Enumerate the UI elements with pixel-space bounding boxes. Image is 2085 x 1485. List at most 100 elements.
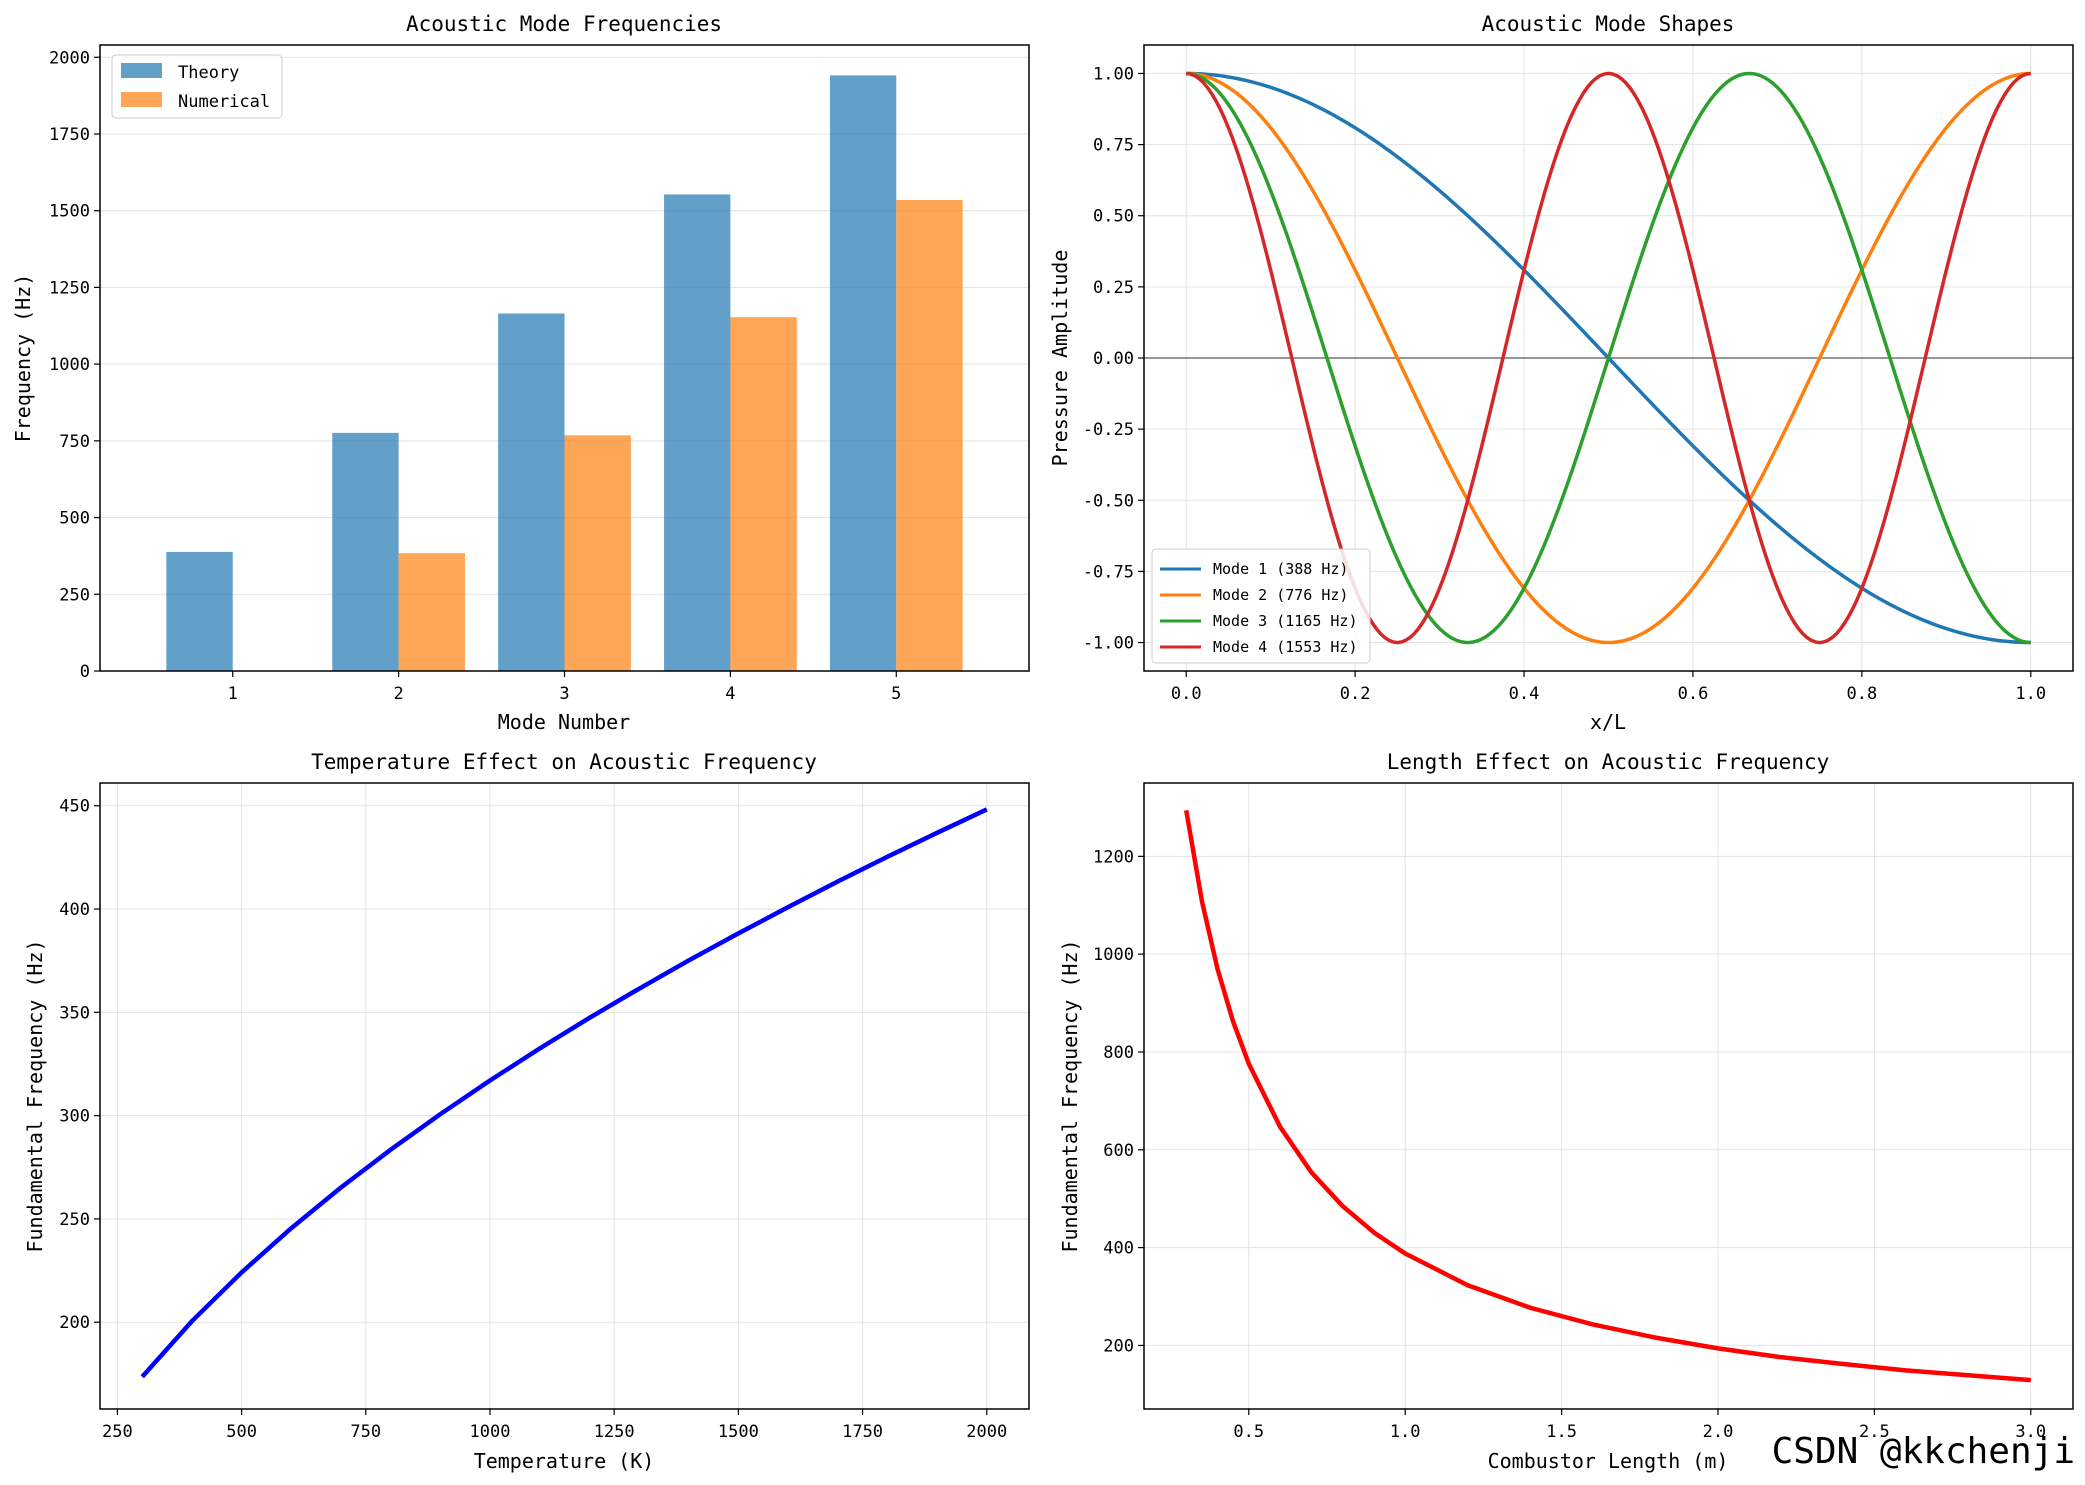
x-tick-label: 3.0 xyxy=(2015,1422,2046,1442)
x-tick-label: 750 xyxy=(350,1422,381,1442)
ticks: 200 250 300 350 400 450 250 500 750 1000 1250 1500 1… xyxy=(59,797,1007,1442)
ticks: 200 400 600 800 1000 1200 0.5 1.0 1.5 2.0 2.5 3.0 xyxy=(1093,847,2046,1442)
y-tick-label: 1000 xyxy=(49,355,90,375)
legend: Mode 1 (388 Hz) Mode 2 (776 Hz) Mode 3 (… xyxy=(1151,548,1371,664)
bar-theory-mode-4 xyxy=(664,194,731,672)
x-tick-label: 2.0 xyxy=(1703,1422,1734,1442)
legend-label-mode-1: Mode 1 (388 Hz) xyxy=(1213,560,1348,578)
y-tick-label: -0.50 xyxy=(1083,491,1134,511)
bar-numerical-mode-5 xyxy=(896,199,963,671)
x-tick-label: 500 xyxy=(226,1422,257,1442)
bar-numerical-mode-4 xyxy=(730,317,797,671)
bar-numerical-mode-2 xyxy=(398,553,465,671)
x-tick-label: 1.0 xyxy=(1390,1422,1421,1442)
y-tick-label: 1000 xyxy=(1093,945,1134,965)
y-tick-label: 250 xyxy=(59,585,90,605)
ticks: 1.00 0.75 0.50 0.25 0.00 -0.25 -0.50 -0.75 -1.00… xyxy=(1083,64,2046,704)
axes-frame xyxy=(99,782,1030,1410)
chart-title: Temperature Effect on Acoustic Frequency xyxy=(311,750,817,774)
y-tick-label: 1500 xyxy=(49,202,90,222)
x-tick-label: 0.5 xyxy=(1233,1422,1264,1442)
x-axis-label: Temperature (K) xyxy=(474,1449,655,1473)
y-tick-label: 250 xyxy=(59,1210,90,1230)
y-tick-label: 0 xyxy=(80,662,90,682)
y-axis-label: Pressure Amplitude xyxy=(1048,250,1072,467)
legend-label-mode-2: Mode 2 (776 Hz) xyxy=(1213,586,1348,604)
y-tick-label: 800 xyxy=(1103,1043,1134,1063)
y-axis-label: Fundamental Frequency (Hz) xyxy=(1058,939,1082,1252)
bar-theory-mode-3 xyxy=(498,313,565,671)
y-tick-label: -0.25 xyxy=(1083,420,1134,440)
legend-swatch-numerical xyxy=(121,92,162,107)
bar-theory-mode-1 xyxy=(166,551,233,671)
y-tick-label: 1200 xyxy=(1093,847,1134,867)
panel-length-effect: 200 400 600 800 1000 1200 0.5 1.0 1.5 2.0 2.5 3.0 L… xyxy=(1058,750,2074,1473)
bar-theory-mode-5 xyxy=(829,75,897,672)
y-axis-label: Frequency (Hz) xyxy=(11,274,35,443)
frequency-line xyxy=(140,807,988,1379)
x-tick-label: 250 xyxy=(102,1422,133,1442)
panel-mode-shapes: 1.00 0.75 0.50 0.25 0.00 -0.25 -0.50 -0.75 -1.00… xyxy=(1048,12,2074,734)
y-tick-label: 300 xyxy=(59,1107,90,1127)
x-tick-label: 3 xyxy=(559,684,569,704)
x-tick-label: 1.0 xyxy=(2015,684,2046,704)
legend-label-mode-3: Mode 3 (1165 Hz) xyxy=(1213,612,1358,630)
legend-swatch-theory xyxy=(121,63,162,78)
y-tick-label: 0.75 xyxy=(1093,136,1134,156)
x-tick-label: 5 xyxy=(891,684,901,704)
bar-theory-mode-2 xyxy=(332,432,399,671)
y-tick-label: -0.75 xyxy=(1083,562,1134,582)
x-tick-label: 2000 xyxy=(966,1422,1007,1442)
x-tick-label: 0.8 xyxy=(1847,684,1878,704)
x-tick-label: 0.2 xyxy=(1340,684,1371,704)
x-tick-label: 2.5 xyxy=(1859,1422,1890,1442)
y-tick-label: 500 xyxy=(59,509,90,529)
grid xyxy=(1144,783,2073,1409)
y-axis-label: Fundamental Frequency (Hz) xyxy=(23,939,47,1252)
y-tick-label: 200 xyxy=(1103,1336,1134,1356)
y-tick-label: 400 xyxy=(59,900,90,920)
legend-label-theory: Theory xyxy=(178,63,239,83)
y-tick-label: 400 xyxy=(1103,1239,1134,1259)
mode-2-curve xyxy=(1186,71,2031,645)
y-tick-label: -1.00 xyxy=(1083,634,1134,654)
grid xyxy=(100,783,1029,1409)
y-tick-label: 600 xyxy=(1103,1141,1134,1161)
y-tick-label: 1250 xyxy=(49,278,90,298)
panel-mode-frequencies: 0 250 500 750 1000 1250 1500 1750 2000 1 2 3 4 5 Acou… xyxy=(11,12,1030,734)
x-tick-label: 4 xyxy=(725,684,735,704)
x-axis-label: x/L xyxy=(1590,710,1626,734)
y-tick-label: 450 xyxy=(59,797,90,817)
x-tick-label: 0.6 xyxy=(1678,684,1709,704)
mode-4-curve xyxy=(1185,71,2032,645)
y-tick-label: 1.00 xyxy=(1093,64,1134,84)
x-axis-label: Combustor Length (m) xyxy=(1488,1449,1729,1473)
mode-3-curve xyxy=(1186,71,2031,645)
y-tick-label: 0.25 xyxy=(1093,278,1134,298)
x-tick-label: 0.4 xyxy=(1509,684,1540,704)
frequency-line xyxy=(1184,810,2031,1383)
chart-title: Acoustic Mode Frequencies xyxy=(406,12,722,36)
frequency-curve xyxy=(140,807,988,1379)
legend: Theory Numerical xyxy=(111,54,283,119)
y-tick-label: 0.50 xyxy=(1093,207,1134,227)
y-tick-label: 1750 xyxy=(49,125,90,145)
panel-temperature-effect: 200 250 300 350 400 450 250 500 750 1000 1250 1500 1… xyxy=(23,750,1030,1473)
y-tick-label: 350 xyxy=(59,1003,90,1023)
legend-label-numerical: Numerical xyxy=(178,92,270,112)
x-tick-label: 1 xyxy=(228,684,238,704)
frequency-curve xyxy=(1184,810,2031,1383)
x-tick-label: 1750 xyxy=(842,1422,883,1442)
watermark: CSDN @kkchenji xyxy=(1772,1431,2075,1472)
x-tick-label: 0.0 xyxy=(1171,684,1202,704)
chart-title: Acoustic Mode Shapes xyxy=(1482,12,1735,36)
x-tick-label: 2 xyxy=(393,684,403,704)
y-tick-label: 0.00 xyxy=(1093,349,1134,369)
x-tick-label: 1250 xyxy=(594,1422,635,1442)
legend-frame xyxy=(1151,548,1371,664)
bars xyxy=(166,75,963,672)
axes-frame xyxy=(1143,782,2074,1410)
x-tick-label: 1.5 xyxy=(1546,1422,1577,1442)
bar-numerical-mode-3 xyxy=(564,435,631,671)
